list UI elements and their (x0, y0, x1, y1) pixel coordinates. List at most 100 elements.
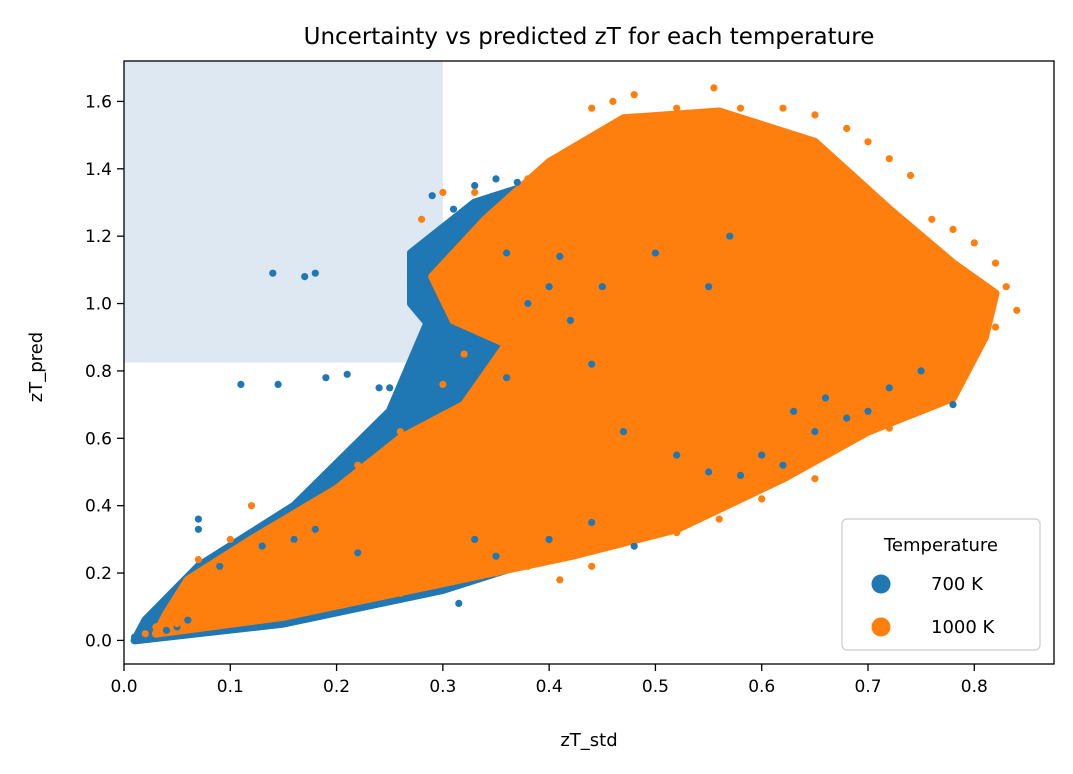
y-tick-label: 0.8 (85, 362, 112, 382)
point-1000k (843, 434, 851, 442)
point-1000k (885, 155, 893, 163)
point-700k (885, 384, 893, 392)
point-1000k (970, 239, 978, 247)
y-axis-ticks: 0.0 0.2 0.4 0.6 0.8 1.0 1.2 1.4 1.6 (85, 92, 124, 651)
point-700k (455, 599, 463, 608)
point-700k (290, 535, 298, 544)
point-700k (513, 178, 521, 186)
y-tick-label: 0.6 (85, 429, 112, 449)
legend-label-700k: 700 K (931, 574, 984, 595)
point-1000k (566, 148, 575, 156)
point-700k (524, 299, 532, 308)
point-700k (237, 380, 245, 388)
point-700k (162, 626, 171, 634)
y-tick-label: 1.6 (85, 92, 112, 112)
point-700k (375, 384, 383, 392)
point-1000k (524, 562, 532, 570)
point-1000k (630, 91, 638, 99)
point-1000k (715, 515, 723, 523)
point-700k (545, 283, 553, 291)
point-700k (651, 249, 660, 257)
point-700k (481, 347, 489, 355)
legend-marker-700k (871, 574, 891, 594)
plot-frame (123, 60, 1055, 665)
point-700k (566, 316, 575, 324)
point-1000k (949, 225, 957, 233)
point-1000k (545, 165, 553, 173)
point-700k (301, 273, 309, 281)
point-1000k (864, 428, 872, 436)
x-tick-label: 0.5 (642, 677, 669, 697)
point-1000k (492, 397, 500, 405)
point-1000k (471, 188, 479, 196)
point-1000k (949, 367, 957, 375)
point-1000k (811, 475, 819, 483)
point-700k (184, 616, 192, 624)
point-700k (917, 367, 925, 375)
point-1000k (141, 630, 149, 638)
point-1000k (928, 215, 936, 223)
point-1000k (524, 175, 532, 183)
highlight-region (124, 61, 443, 363)
x-tick-label: 0.8 (961, 677, 988, 697)
point-700k (439, 232, 447, 240)
point-700k (811, 428, 819, 436)
point-1000k (758, 495, 766, 503)
y-tick-label: 0.0 (85, 631, 112, 651)
point-700k (460, 380, 468, 388)
point-1000k (970, 350, 978, 358)
point-1000k (556, 576, 564, 584)
point-700k (598, 283, 606, 291)
point-1000k (449, 411, 458, 419)
point-1000k (322, 515, 330, 523)
point-1000k (439, 380, 447, 388)
y-tick-label: 0.2 (85, 564, 112, 584)
point-700k (864, 407, 872, 415)
point-1000k (396, 428, 404, 436)
point-700k (726, 232, 734, 240)
x-tick-label: 0.0 (110, 677, 137, 697)
point-1000k (375, 458, 383, 466)
point-700k (705, 283, 713, 291)
legend-label-1000k: 1000 K (931, 617, 996, 638)
y-tick-label: 1.0 (85, 295, 112, 315)
point-1000k (173, 620, 181, 628)
point-1000k (609, 97, 617, 105)
point-700k (258, 542, 266, 550)
highlight-region-layer (124, 61, 443, 363)
point-700k (311, 525, 319, 533)
point-700k (758, 451, 766, 459)
x-tick-label: 0.7 (854, 677, 881, 697)
chart-title: Uncertainty vs predicted zT for each tem… (304, 24, 875, 50)
point-700k (545, 535, 553, 544)
point-1000k (492, 225, 500, 233)
y-axis-label: zT_pred (26, 332, 47, 402)
x-tick-label: 0.4 (536, 677, 563, 697)
point-1000k (418, 215, 426, 223)
point-1000k (928, 384, 936, 392)
point-1000k (906, 407, 915, 415)
point-700k (131, 633, 139, 641)
point-700k (194, 525, 202, 533)
point-700k (471, 535, 479, 544)
point-1000k (492, 569, 500, 577)
point-1000k (354, 461, 362, 469)
point-1000k (991, 259, 1000, 267)
point-700k (194, 515, 202, 523)
x-axis-ticks: 0.0 0.1 0.2 0.3 0.4 0.5 0.6 0.7 0.8 (110, 664, 988, 697)
legend-marker-1000k (871, 617, 891, 637)
point-700k (588, 518, 596, 527)
point-700k (269, 269, 277, 277)
x-tick-label: 0.3 (429, 677, 456, 697)
x-tick-label: 0.6 (748, 677, 775, 697)
x-tick-label: 0.2 (323, 677, 350, 697)
point-1000k (418, 434, 426, 442)
point-1000k (811, 111, 819, 119)
point-700k (556, 252, 564, 260)
scatter-points-layer (131, 84, 1021, 641)
point-700k (619, 428, 628, 436)
point-700k (630, 542, 638, 550)
point-700k (428, 192, 436, 200)
point-1000k (885, 424, 893, 432)
point-1000k (439, 579, 447, 587)
